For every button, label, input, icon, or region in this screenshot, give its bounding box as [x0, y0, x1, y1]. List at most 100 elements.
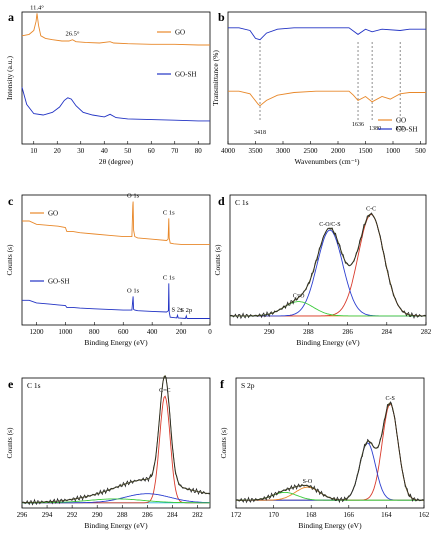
y-axis-label: Counts (s) [219, 427, 228, 459]
x-tick-label: 30 [77, 147, 85, 155]
fit-component-label: S-O [303, 479, 313, 485]
panel-letter: b [218, 10, 225, 24]
series-line-go-sh [22, 283, 210, 319]
series-line-go-sh [21, 87, 210, 122]
x-axis-label: Binding Energy (eV) [296, 338, 360, 347]
fit-envelope-line [230, 213, 426, 317]
band-marker-label: 3418 [254, 130, 266, 136]
x-tick-label: 166 [344, 511, 355, 519]
raw-spectrum-line [21, 375, 211, 506]
plot-frame [229, 194, 427, 326]
plot-frame [21, 377, 211, 509]
y-axis-label: Transmittance (%) [211, 50, 220, 106]
y-axis-label: Intensity (a.u.) [5, 56, 14, 100]
plot-frame [21, 11, 211, 145]
fit-component-label: C-S [385, 396, 394, 402]
x-tick-label: 4000 [221, 147, 236, 155]
x-tick-label: 400 [147, 328, 158, 336]
chart-panel-c: c 1200 1000 800 600 400 200 0 Binding Energy (eV… [5, 193, 212, 348]
chart-panel-b: b 4000 3500 3000 2500 2000 1500 1000 500 Wavenumb… [211, 10, 427, 166]
panel-letter: c [8, 194, 14, 208]
legend-label: GO [48, 210, 58, 218]
x-tick-label: 1500 [359, 147, 374, 155]
x-tick-label: 40 [101, 147, 109, 155]
x-tick-label: 282 [421, 328, 432, 336]
panel-letter: d [218, 194, 225, 208]
legend-label: GO-SH [48, 278, 69, 286]
x-tick-label: 290 [264, 328, 275, 336]
x-tick-label: 2500 [304, 147, 319, 155]
panel-title: C 1s [235, 198, 249, 207]
x-axis-label: Binding Energy (eV) [84, 338, 148, 347]
x-tick-label: 3500 [249, 147, 264, 155]
x-tick-label: 70 [171, 147, 179, 155]
panel-title: S 2p [241, 381, 255, 390]
peak-annotation: C 1s [163, 274, 175, 281]
fit-component-line [230, 214, 426, 317]
peak-annotation: O 1s [127, 193, 140, 200]
x-tick-label: 1000 [386, 147, 401, 155]
x-axis-label: Binding Energy (eV) [84, 521, 148, 530]
x-tick-label: 284 [382, 328, 393, 336]
series-line-go [21, 13, 210, 46]
fit-component-line [22, 498, 210, 504]
x-tick-label: 500 [415, 147, 426, 155]
y-axis-label: Counts (s) [213, 244, 222, 276]
plot-frame [21, 194, 211, 326]
band-marker-label: 1380 [369, 126, 381, 132]
x-tick-label: 80 [195, 147, 203, 155]
peak-annotation: 26.5° [66, 31, 80, 38]
plot-frame [227, 11, 427, 145]
chart-panel-e: e 296 294 292 290 288 286 284 282 Binding Energy … [5, 374, 211, 530]
x-tick-label: 20 [54, 147, 62, 155]
legend-label: GO-SH [396, 126, 417, 134]
x-tick-label: 200 [176, 328, 187, 336]
x-tick-label: 60 [148, 147, 156, 155]
x-axis-label: Binding Energy (eV) [298, 521, 362, 530]
fit-envelope-line [21, 374, 211, 504]
x-tick-label: 50 [124, 147, 132, 155]
x-tick-label: 288 [303, 328, 314, 336]
band-marker-label: 1636 [352, 122, 364, 128]
legend-label: GO [175, 29, 185, 37]
x-tick-label: 164 [381, 511, 392, 519]
x-tick-label: 3000 [276, 147, 291, 155]
x-tick-label: 170 [268, 511, 279, 519]
peak-annotation: 11.4° [30, 4, 44, 11]
raw-spectrum-line [229, 212, 427, 320]
x-axis-label: Wavenumbers (cm⁻¹) [295, 157, 360, 166]
x-tick-label: 172 [231, 511, 242, 519]
series-line-go [22, 201, 210, 245]
band-marker-label: 870 [396, 126, 405, 132]
peak-annotation: C 1s [163, 209, 175, 216]
x-tick-label: 10 [30, 147, 38, 155]
raw-spectrum-line [235, 401, 425, 504]
x-tick-label: 288 [117, 511, 128, 519]
y-axis-label: Counts (s) [5, 244, 14, 276]
x-tick-label: 284 [167, 511, 178, 519]
x-tick-label: 162 [419, 511, 430, 519]
x-tick-label: 1200 [29, 328, 44, 336]
x-tick-label: 286 [142, 511, 153, 519]
fit-component-line [236, 403, 424, 501]
fit-envelope-line [236, 402, 424, 501]
panel-letter: f [220, 377, 225, 391]
panel-title: C 1s [27, 381, 41, 390]
chart-panel-d: d 290 288 286 284 282 Binding Energy (eV) Count… [213, 194, 432, 347]
x-tick-label: 168 [306, 511, 317, 519]
x-tick-label: 292 [67, 511, 78, 519]
chart-panel-a: a 10 20 30 40 50 60 70 80 2θ (degree) Intensity (a… [5, 4, 211, 166]
series-line-go [228, 90, 426, 107]
panel-letter: a [8, 10, 14, 24]
plot-frame [235, 377, 425, 509]
y-axis-label: Counts (s) [5, 427, 14, 459]
series-line-go-sh [228, 27, 426, 41]
fit-component-label: C-O/C-S [319, 222, 340, 228]
legend-label: GO [396, 117, 406, 125]
peak-annotation: S 2p [180, 307, 192, 314]
x-tick-label: 282 [192, 511, 203, 519]
fit-component-line [236, 442, 424, 501]
x-tick-label: 296 [17, 511, 28, 519]
peak-annotation: O 1s [127, 287, 140, 294]
